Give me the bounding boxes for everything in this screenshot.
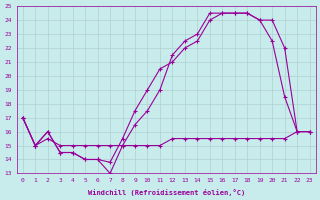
X-axis label: Windchill (Refroidissement éolien,°C): Windchill (Refroidissement éolien,°C)	[88, 189, 245, 196]
